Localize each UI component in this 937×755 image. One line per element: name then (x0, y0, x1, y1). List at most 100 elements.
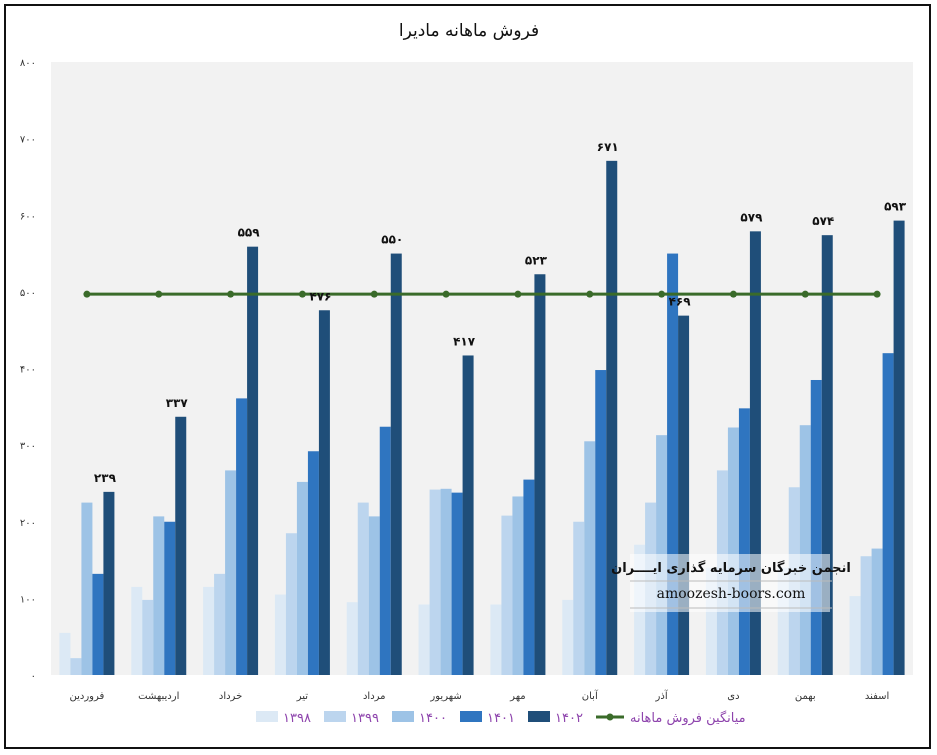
category-label: دی (727, 691, 739, 702)
watermark-url: amoozesh-boors.com (657, 586, 806, 602)
bar (285, 533, 297, 675)
bar (92, 573, 104, 675)
data-label: ۵۷۴ (812, 214, 834, 228)
chart-title: فروش ماهانه مادیرا (399, 21, 539, 41)
chart-frame: فروش ماهانه مادیرا ۰ ۱۰۰ ۲۰۰ ۳۰۰ ۴۰۰ ۵۰۰ ۶۰۰ ۷۰… (4, 4, 931, 749)
bar (346, 602, 358, 675)
data-label: ۵۵۹ (238, 226, 261, 240)
category-label: اسفند (865, 691, 889, 702)
legend-swatch (324, 711, 346, 722)
bar (727, 427, 739, 675)
category-label: آذر (655, 689, 669, 702)
category-label: بهمن (795, 691, 816, 702)
data-label: ۶۷۱ (597, 140, 619, 154)
bar (705, 567, 717, 675)
category-label: مهر (509, 691, 525, 702)
data-label: ۴۷۶ (309, 289, 331, 303)
y-tick-label: ۴۰۰ (20, 365, 36, 376)
legend-swatch (528, 711, 550, 722)
y-tick-label: ۲۰۰ (20, 518, 36, 529)
bar (871, 548, 883, 675)
data-label: ۵۵۰ (381, 233, 403, 247)
bar (274, 594, 286, 675)
legend-label: ۱۳۹۸ (283, 711, 311, 726)
bar (462, 355, 474, 675)
bar (296, 481, 308, 675)
average-point (370, 290, 378, 298)
bar (236, 398, 248, 675)
legend-label: ۱۴۰۱ (487, 711, 515, 726)
bar (81, 502, 93, 675)
category-label: آبان (582, 689, 599, 702)
bar (379, 426, 391, 675)
bar (860, 556, 872, 675)
bar (749, 231, 761, 675)
bar (882, 353, 894, 675)
category-label: مرداد (363, 691, 386, 702)
bar (214, 573, 226, 675)
y-tick-label: ۷۰۰ (20, 135, 36, 146)
legend-label: میانگین فروش ماهانه (630, 710, 746, 726)
bar (738, 408, 750, 675)
bar (368, 516, 380, 675)
bar (153, 516, 165, 675)
bar (451, 492, 463, 675)
bar (247, 246, 259, 675)
bar (59, 632, 71, 675)
legend-label: ۱۳۹۹ (351, 711, 379, 726)
data-label: ۵۲۳ (525, 253, 548, 267)
bar (142, 599, 154, 675)
bar (667, 253, 679, 675)
y-tick-label: ۸۰۰ (20, 58, 36, 69)
bar (821, 235, 833, 676)
legend: ۱۳۹۸ ۱۳۹۹ ۱۴۰۰ ۱۴۰۱ ۱۴۰۲ میانگین فروش ماهانه (256, 710, 746, 726)
average-point (586, 290, 594, 298)
legend-label: ۱۴۰۰ (419, 711, 447, 726)
legend-point (606, 713, 614, 721)
category-label: فروردین (70, 691, 105, 702)
legend-swatch (460, 711, 482, 722)
bar (799, 425, 811, 675)
average-point (514, 290, 522, 298)
average-point (227, 290, 235, 298)
data-label: ۴۱۷ (453, 334, 476, 348)
chart: فروش ماهانه مادیرا ۰ ۱۰۰ ۲۰۰ ۳۰۰ ۴۰۰ ۵۰۰ ۶۰۰ ۷۰… (20, 21, 913, 726)
bar (678, 315, 690, 675)
bar (203, 586, 215, 675)
bar (849, 596, 861, 675)
bar (440, 488, 452, 675)
data-label: ۴۶۹ (669, 295, 692, 309)
bar (418, 604, 430, 675)
legend-label: ۱۴۰۲ (555, 711, 583, 726)
bar (175, 416, 187, 675)
bar (523, 479, 535, 675)
bar (70, 658, 82, 675)
legend-swatch (392, 711, 414, 722)
bar (429, 489, 441, 675)
watermark: انجمن خبرگان سرمایه گذاری ایــــران amoo… (611, 554, 851, 612)
average-point (442, 290, 450, 298)
category-label: اردیبهشت (138, 691, 179, 702)
bar (777, 567, 789, 675)
category-label: خرداد (219, 691, 242, 702)
bar (562, 599, 574, 675)
bar (501, 515, 513, 675)
bar (810, 379, 822, 675)
bar (307, 451, 319, 675)
bar (606, 160, 618, 675)
watermark-title: انجمن خبرگان سرمایه گذاری ایــــران (611, 560, 851, 576)
bar (573, 521, 585, 675)
y-tick-label: ۰ (31, 671, 36, 682)
bar (164, 521, 176, 675)
y-tick-label: ۳۰۰ (20, 441, 36, 452)
average-point (658, 290, 666, 298)
bar (318, 310, 330, 675)
y-tick-label: ۶۰۰ (20, 211, 36, 222)
average-point (298, 290, 306, 298)
legend-swatch (256, 711, 278, 722)
data-label: ۵۷۹ (740, 210, 763, 224)
bar (534, 274, 546, 675)
average-point (873, 290, 881, 298)
y-tick-label: ۵۰۰ (20, 288, 36, 299)
bar (512, 496, 524, 675)
